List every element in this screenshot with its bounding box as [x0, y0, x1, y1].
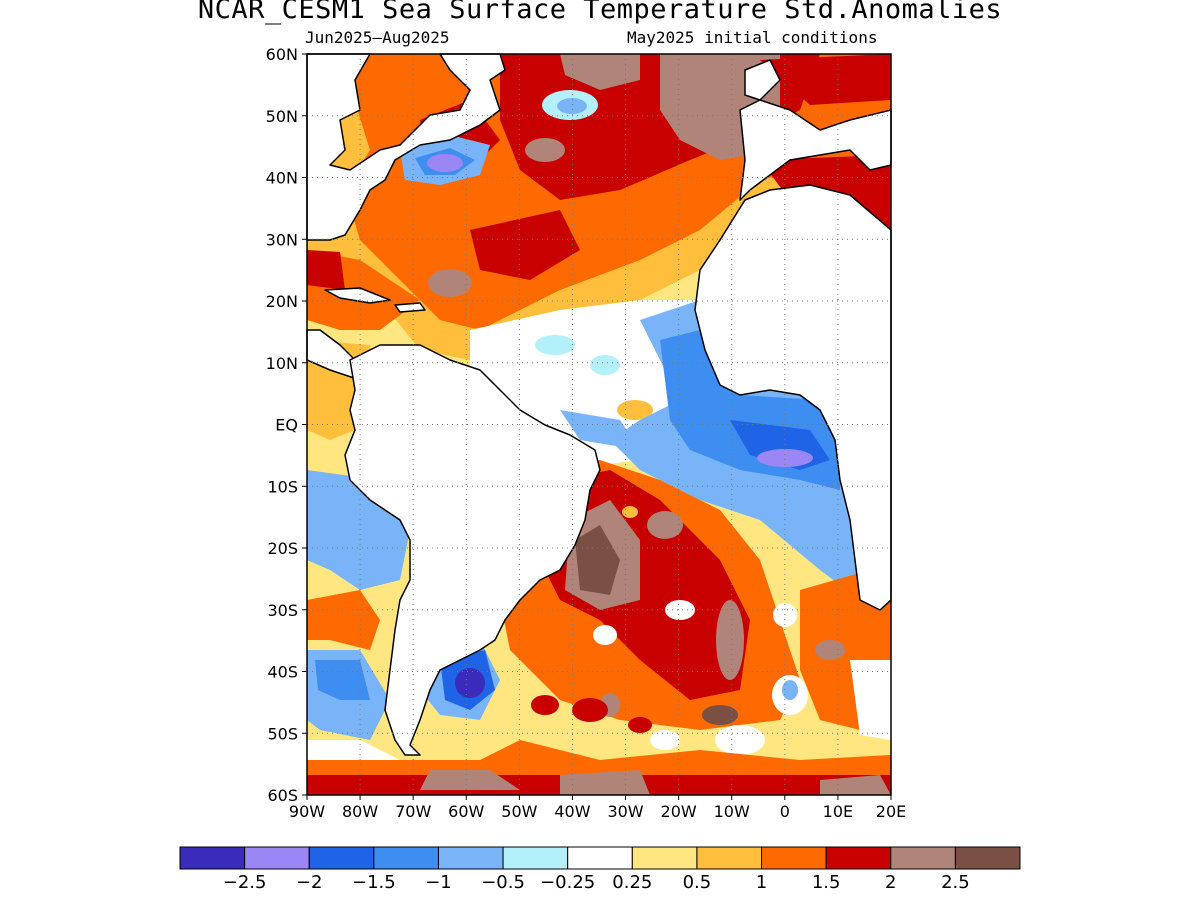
legend-label: −1: [425, 872, 452, 893]
lon-tick-label: 90W: [289, 802, 325, 821]
legend-swatch: [244, 846, 310, 870]
lon-tick-label: 60W: [448, 802, 484, 821]
legend-label: −2: [296, 872, 323, 893]
lat-tick-label: 60S: [267, 786, 298, 805]
legend-swatch: [631, 846, 698, 870]
hispaniola-land: [394, 302, 426, 313]
lat-tick-label: 20N: [266, 292, 298, 311]
lon-tick-label: 80W: [342, 802, 378, 821]
lat-tick-label: 50N: [266, 107, 298, 126]
legend-label: −0.5: [481, 872, 525, 893]
lon-tick-label: 40W: [554, 802, 590, 821]
legend-swatch: [373, 846, 439, 870]
lon-tick-label: 10W: [714, 802, 750, 821]
legend-swatch: [696, 846, 763, 870]
lat-tick-label: 60N: [266, 45, 298, 64]
legend-label: 1: [756, 872, 767, 893]
lat-tick-label: 10N: [266, 354, 298, 373]
land-masses: [306, 53, 892, 756]
british-isles-land: [744, 59, 781, 101]
legend-swatch: [954, 846, 1021, 870]
lat-tick-label: 30S: [267, 601, 298, 620]
lat-tick-label: 40N: [266, 169, 298, 188]
lon-tick-label: 20E: [876, 802, 906, 821]
legend-swatch: [761, 846, 827, 870]
lat-tick-label: EQ: [275, 416, 298, 435]
legend-swatch: [890, 846, 956, 870]
lat-tick-label: 20S: [267, 539, 298, 558]
lon-tick-label: 70W: [395, 802, 431, 821]
africa-land: [694, 184, 892, 611]
legend-label: −0.25: [540, 872, 595, 893]
legend-label: 1.5: [812, 872, 841, 893]
legend-label: −2.5: [223, 872, 267, 893]
legend-swatch: [179, 846, 246, 870]
initial-conditions-label: May2025 initial conditions: [627, 28, 878, 47]
legend-swatch: [567, 846, 633, 870]
map-title: NCAR_CESM1 Sea Surface Temperature Std.A…: [197, 0, 1003, 25]
legend-swatch: [825, 846, 892, 870]
south-america-land: [344, 344, 601, 756]
lat-lon-grid: [307, 54, 891, 795]
cuba-land: [324, 287, 391, 304]
legend-label: 0.5: [683, 872, 712, 893]
forecast-period-label: Jun2025–Aug2025: [305, 28, 450, 47]
map-axes: 60N 50N 40N 30N 20N 10N EQ 10S 20S 30S 40S 50S 60S90…: [266, 45, 907, 821]
lat-tick-label: 10S: [267, 477, 298, 496]
legend-swatch: [308, 846, 375, 870]
lon-tick-label: 50W: [501, 802, 537, 821]
legend-swatch: [502, 846, 569, 870]
legend-label: 2.5: [941, 872, 970, 893]
europe-land: [739, 99, 892, 201]
lat-tick-label: 30N: [266, 230, 298, 249]
legend-label: 2: [885, 872, 896, 893]
lon-tick-label: 0: [780, 802, 790, 821]
lon-tick-label: 10E: [823, 802, 853, 821]
lat-tick-label: 50S: [267, 724, 298, 743]
lon-tick-label: 20W: [661, 802, 697, 821]
legend-label: 0.25: [612, 872, 652, 893]
lat-tick-label: 40S: [267, 663, 298, 682]
color-legend: −2.5 −2 −1.5 −1 −0.5 −0.25 0.25 0.5 1 1.5 2 2.5: [179, 846, 1021, 893]
legend-label: −1.5: [352, 872, 396, 893]
lon-tick-label: 30W: [607, 802, 643, 821]
legend-swatch: [437, 846, 504, 870]
